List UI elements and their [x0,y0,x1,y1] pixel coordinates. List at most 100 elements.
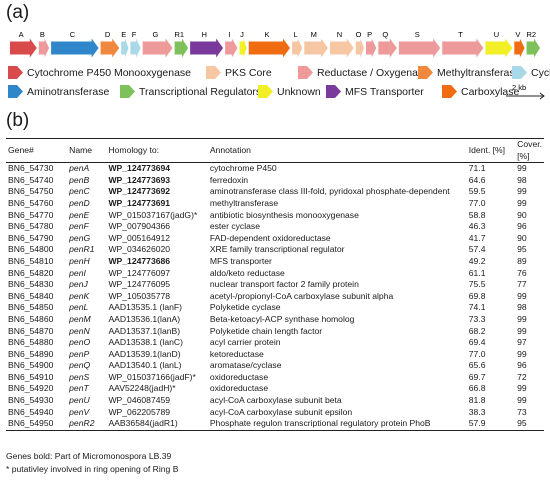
cell-gene: BN6_54830 [8,279,54,290]
header-gene: Gene# [8,144,34,155]
scale-bar-label: 2 kb [512,83,526,92]
table-row: BN6_54850 penL AAD13535.1 (lanF) Polyketide… [6,302,544,314]
legend-item: Carboxylase [442,85,519,98]
gene-label-p: P [367,30,372,39]
gene-label-o: O [356,30,362,39]
cell-homology: WP_007904366 [108,221,171,232]
cell-name: penU [69,395,90,406]
cell-annotation: oxidoreductase [209,371,269,382]
cell-identity: 46.3 [468,221,486,232]
gene-arrow-j [239,38,247,58]
legend-label: Cyclase [531,66,550,79]
cell-identity: 77.0 [468,348,486,359]
cell-annotation: aromatase/cyclase [209,360,282,371]
cell-homology: WP_124773686 [108,255,171,266]
gene-label-n: N [337,30,342,39]
cell-homology: WP_005164912 [108,232,171,243]
table-row: BN6_54920 penT AAV52248(jadH)* oxidoreducta… [6,383,544,395]
legend-arrow-icon [120,85,135,98]
cell-gene: BN6_54850 [8,302,54,313]
gene-label-s: S [415,30,420,39]
legend-item: Methyltransferase [418,66,520,79]
gene-cluster-map: A B C D E F G R1 H I J K L M N O P Q S T U V R2 [10,30,540,58]
gene-label-e: E [121,30,126,39]
cell-coverage: 99 [517,348,527,359]
gene-label-g: G [152,30,158,39]
gene-arrow-m [304,38,328,58]
legend-item: PKS Core [206,66,272,79]
cell-name: penC [69,186,90,197]
cell-name: penR2 [69,418,95,429]
cell-gene: BN6_54790 [8,232,54,243]
cell-name: penI [69,267,86,278]
cell-annotation: XRE family transcriptional regulator [209,244,345,255]
cell-gene: BN6_54900 [8,360,54,371]
cell-name: penV [69,406,90,417]
cell-annotation: acyl-CoA carboxylase subunit beta [209,395,342,406]
cell-homology: WP_124773693 [108,174,171,185]
cell-name: penD [69,197,90,208]
gene-label-l: L [294,30,298,39]
cell-identity: 57.9 [468,418,486,429]
cell-identity: 68.2 [468,325,486,336]
panel-b-label: (b) [6,110,30,131]
cell-coverage: 98 [517,174,527,185]
table-header-row: Gene# Name Homology to: Annotation Ident… [6,138,544,163]
table-row: BN6_54750 penC WP_124773692 aminotransferas… [6,186,544,198]
header-homology: Homology to: [108,144,160,155]
gene-label-t: T [458,30,463,39]
cell-coverage: 99 [517,325,527,336]
cell-gene: BN6_54880 [8,337,54,348]
legend-item: Reductase / Oxygenase [298,66,429,79]
gene-label-a: A [19,30,24,39]
cell-gene: BN6_54860 [8,313,54,324]
cell-gene: BN6_54890 [8,348,54,359]
legend-arrow-icon [326,85,341,98]
gene-label-u: U [494,30,499,39]
cell-gene: BN6_54920 [8,383,54,394]
cell-homology: WP_062205789 [108,406,171,417]
cell-homology: AAD13536.1(lanA) [108,313,181,324]
gene-category-legend: Cytochrome P450 Monooxygenase PKS Core Red… [8,66,550,108]
gene-label-r2: R2 [527,30,537,39]
cell-gene: BN6_54750 [8,186,54,197]
legend-item: Aminotransferase [8,85,109,98]
cell-gene: BN6_54770 [8,209,54,220]
cell-gene: BN6_54910 [8,371,54,382]
gene-label-r1: R1 [175,30,185,39]
cell-homology: AAD13538.1 (lanC) [108,337,183,348]
cell-annotation: Polyketide cyclase [209,302,281,313]
cell-annotation: antibiotic biosynthesis monooxygenase [209,209,359,220]
cell-name: penB [69,174,90,185]
cell-homology: WP_124773691 [108,197,171,208]
cell-gene: BN6_54730 [8,163,54,174]
legend-label: Methyltransferase [437,66,521,79]
cell-coverage: 99 [517,395,527,406]
legend-label: Reductase / Oxygenase [317,66,430,79]
cell-name: penN [69,325,90,336]
legend-item: Unknown [258,85,321,98]
cell-homology: WP_046087459 [108,395,171,406]
legend-label: Carboxylase [461,85,520,98]
cell-annotation: MFS transporter [209,255,272,266]
gene-arrow-v [514,38,525,58]
legend-label: MFS Transporter [345,85,424,98]
cell-homology: AAD13540.1 (lanL) [108,360,182,371]
cell-gene: BN6_54810 [8,255,54,266]
gene-arrow-r1 [174,38,189,58]
gene-arrow-c [51,38,99,58]
cell-coverage: 95 [517,418,527,429]
gene-arrow-r2 [526,38,540,58]
cell-gene: BN6_54840 [8,290,54,301]
cell-homology: AAV52248(jadH)* [108,383,176,394]
legend-item: MFS Transporter [326,85,424,98]
cell-annotation: aldo/keto reductase [209,267,285,278]
cell-coverage: 96 [517,360,527,371]
cell-annotation: acyl-CoA carboxylase subunit epsilon [209,406,353,417]
legend-arrow-icon [206,66,221,79]
cell-gene: BN6_54820 [8,267,54,278]
scale-bar-line [506,92,545,100]
table-row: BN6_54860 penM AAD13536.1(lanA) Beta-ketoac… [6,314,544,326]
cell-annotation: aminotransferase class III-fold, pyridox… [209,186,450,197]
legend-item: Transcriptional Regulators [120,85,261,98]
